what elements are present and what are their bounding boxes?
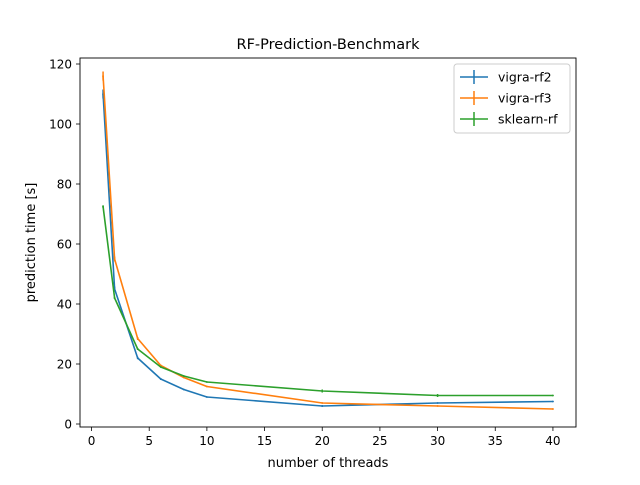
data-point [102, 205, 104, 208]
x-tick-label: 15 [257, 434, 272, 448]
data-point [159, 366, 162, 368]
series-vigra-rf3 [102, 71, 554, 410]
data-point [113, 258, 116, 260]
data-point [436, 405, 439, 407]
x-axis-ticks: 0 5 10 15 20 25 30 35 40 [88, 427, 561, 448]
chart-title: RF-Prediction-Benchmark [237, 37, 421, 53]
y-tick-label: 80 [57, 178, 72, 192]
data-point [113, 297, 116, 299]
data-point [136, 348, 139, 350]
data-point [159, 378, 162, 380]
data-point [182, 376, 185, 379]
y-tick-label: 120 [49, 58, 72, 72]
x-tick-label: 20 [315, 434, 330, 448]
data-point [321, 405, 324, 407]
legend-item-vigra-rf2: vigra-rf2 [460, 70, 552, 85]
data-point [205, 396, 208, 398]
y-tick-label: 60 [57, 238, 72, 252]
data-point [136, 357, 139, 359]
data-point [436, 394, 439, 397]
y-axis-ticks: 0 20 40 60 80 100 120 [49, 58, 80, 432]
data-point [436, 402, 439, 404]
legend-frame [453, 63, 571, 134]
legend-label: vigra-rf3 [498, 91, 552, 106]
legend-label: sklearn-rf [498, 112, 558, 127]
series-sklearn-rf [102, 205, 554, 397]
x-tick-label: 5 [145, 434, 153, 448]
data-point [102, 75, 104, 77]
data-point [205, 381, 208, 383]
data-point [205, 385, 208, 388]
legend-label: vigra-rf2 [498, 70, 552, 85]
data-point [182, 375, 185, 377]
legend-item-sklearn-rf: sklearn-rf [460, 112, 558, 127]
y-tick-label: 100 [49, 118, 72, 132]
data-point [321, 390, 324, 392]
axes-frame [79, 57, 577, 428]
legend: vigra-rf2 vigra-rf3 sklearn-rf [453, 63, 571, 134]
y-tick-label: 20 [57, 358, 72, 372]
data-point [182, 388, 185, 391]
data-point [552, 408, 554, 410]
x-tick-label: 10 [199, 434, 214, 448]
y-tick-label: 0 [64, 418, 72, 432]
y-axis-label: prediction time [s] [24, 183, 39, 303]
x-tick-label: 0 [88, 434, 96, 448]
plot-area [102, 71, 554, 410]
x-tick-label: 40 [545, 434, 560, 448]
data-point [136, 337, 139, 340]
data-point [552, 394, 554, 397]
series-vigra-rf2 [102, 89, 554, 407]
data-point [552, 400, 554, 403]
x-tick-label: 30 [430, 434, 445, 448]
x-axis-label: number of threads [268, 456, 389, 471]
y-tick-label: 40 [57, 298, 72, 312]
data-point [321, 402, 324, 404]
legend-items: vigra-rf2 vigra-rf3 sklearn-rf [460, 70, 558, 127]
legend-item-vigra-rf3: vigra-rf3 [460, 91, 552, 106]
x-tick-label: 35 [488, 434, 503, 448]
x-tick-label: 25 [372, 434, 387, 448]
